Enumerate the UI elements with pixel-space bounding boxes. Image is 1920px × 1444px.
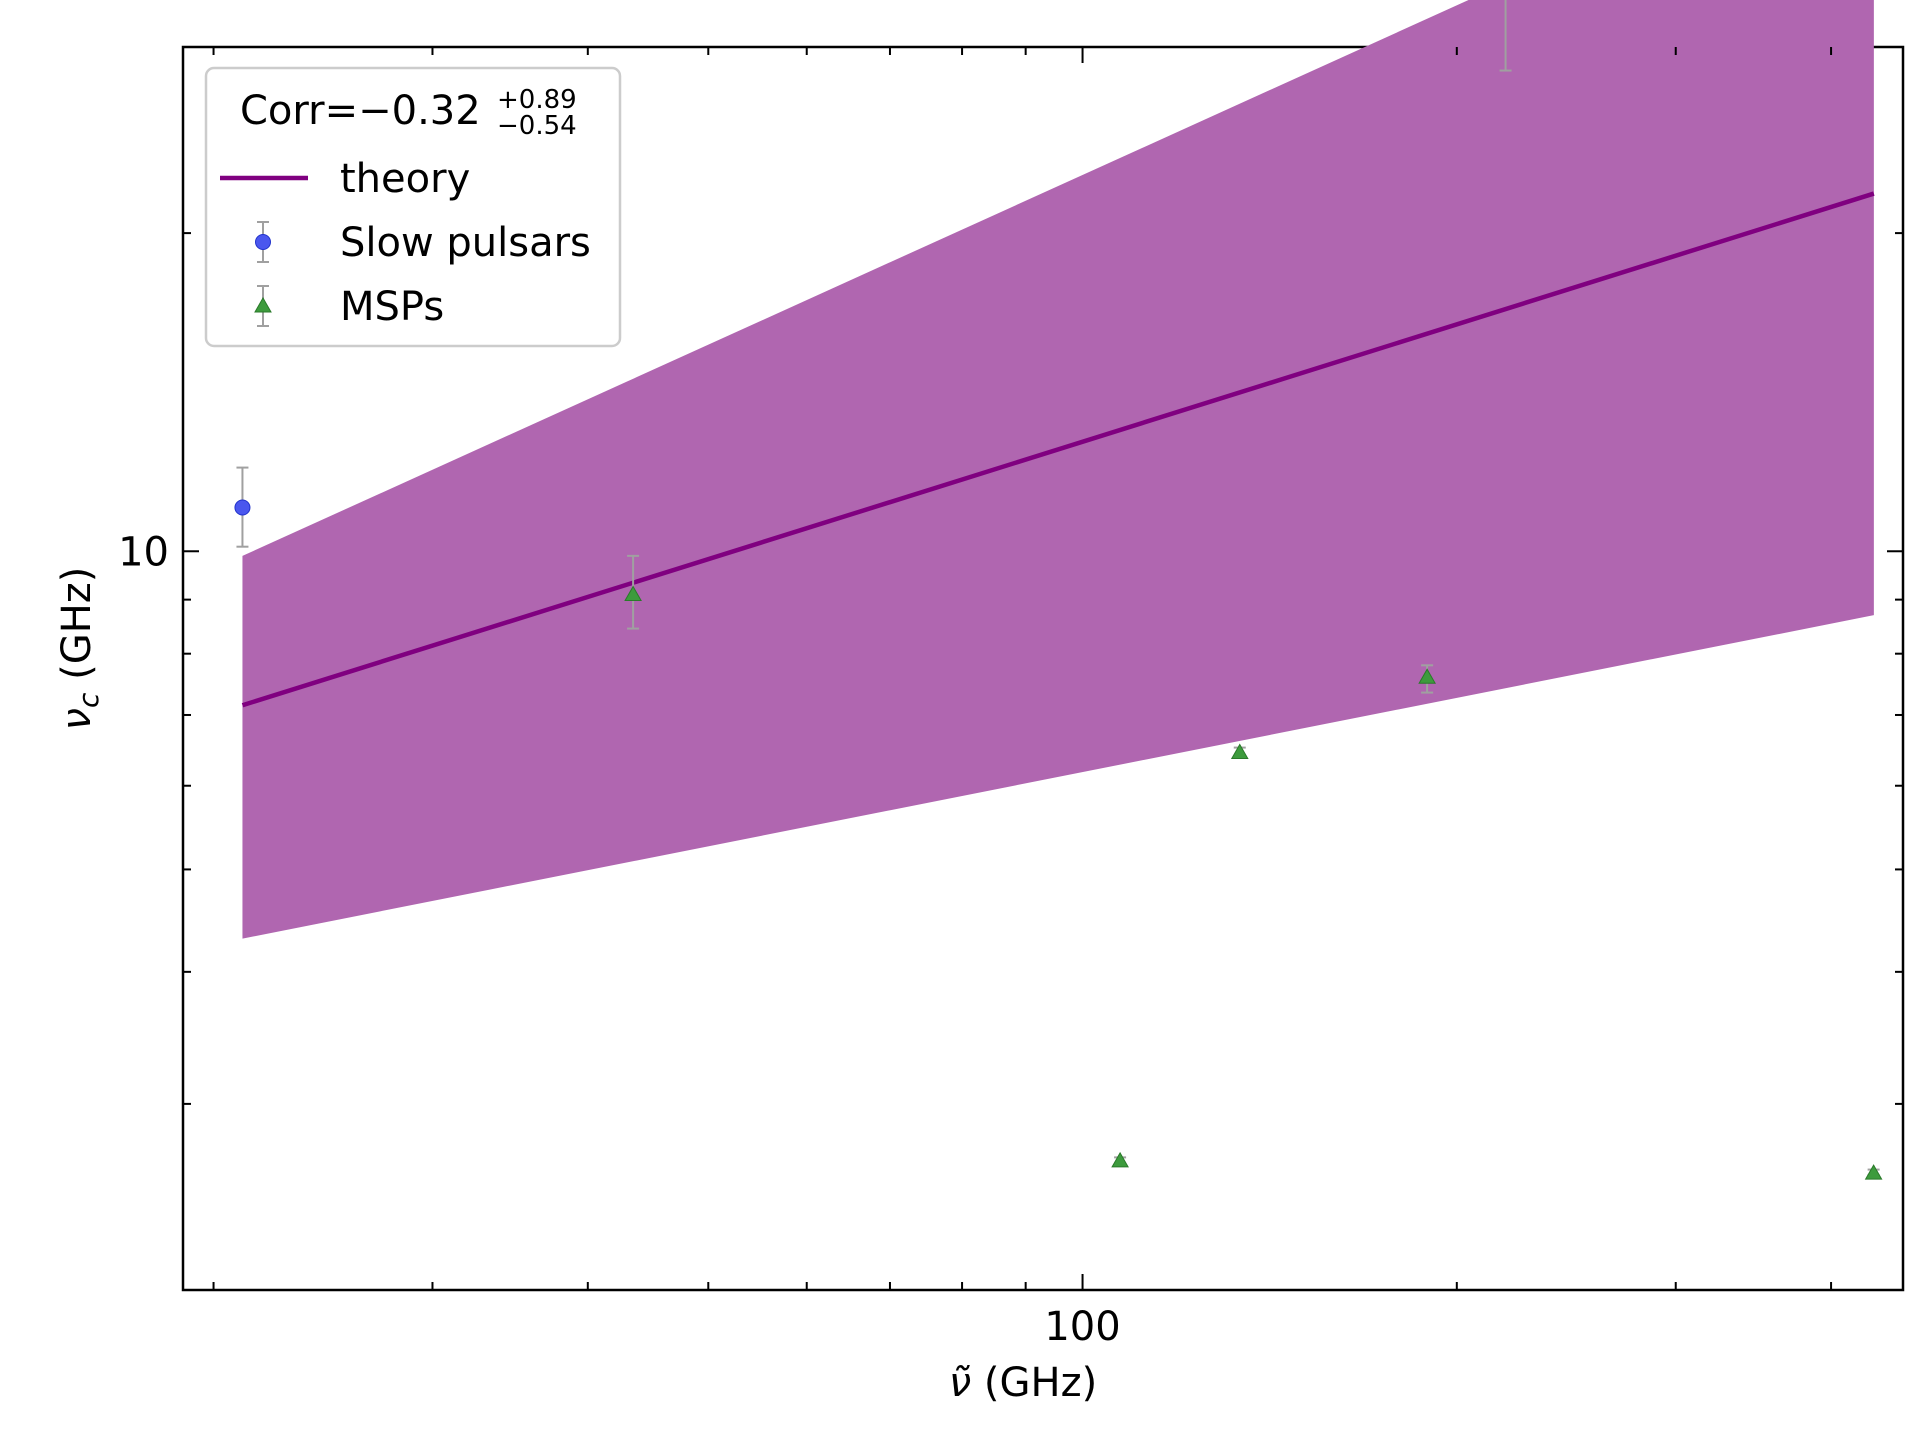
msps-marker [1418,668,1436,684]
legend: Corr=−0.32 +0.89 −0.54 theory Slow pulsar… [204,66,622,348]
y-axis-label-subscript: c [72,692,105,708]
y-axis-label-symbol: ν [54,708,100,730]
legend-swatch-circle [255,234,271,250]
legend-title-prefix: Corr=−0.32 [240,88,481,134]
msps-point [1418,664,1436,694]
msps-point [1230,743,1249,760]
msps-marker [624,585,642,602]
msps-point [1864,1164,1883,1180]
legend-label-slow-pulsars: Slow pulsars [340,220,591,266]
msps-marker [1111,1151,1129,1168]
theory-band [242,0,1874,939]
y-axis-label: νc (GHz) [54,567,105,731]
y-tick-label: 10 [118,529,169,575]
msps-marker [1864,1164,1883,1180]
legend-entries: theory Slow pulsars MSPs [220,156,591,330]
axis-ticks-layer: 100 10 [118,46,1903,1350]
legend-entry-slow-pulsars: Slow pulsars [255,220,591,266]
legend-box [204,66,622,348]
data-points-layer [234,0,1883,1180]
msps-marker [1230,743,1249,760]
x-axis-label: ν̃ (GHz) [949,1360,1097,1406]
legend-entry-msps: MSPs [254,284,444,330]
legend-title: Corr=−0.32 [240,88,481,134]
legend-title-sub: −0.54 [497,111,577,141]
legend-label-msps: MSPs [340,284,444,330]
msps-point [624,554,642,630]
legend-label-theory: theory [340,156,470,202]
y-axis-label-unit: (GHz) [54,567,100,693]
legend-swatch-triangle [254,296,272,313]
slow-pulsars-marker [234,499,251,516]
legend-title-sup: +0.89 [497,85,577,115]
x-axis-label-symbol: ν̃ [949,1360,971,1406]
theory-line-layer [241,191,1875,708]
msps-point [1111,1151,1129,1168]
x-tick-label: 100 [1044,1304,1120,1350]
plot-frame [181,45,1905,1292]
theory-band-layer [242,0,1874,939]
x-axis-label-unit: (GHz) [971,1360,1097,1406]
msps-point [1499,0,1512,72]
legend-entry-theory: theory [220,156,470,202]
theory-line [241,191,1875,708]
slow-pulsars-point [234,466,251,548]
